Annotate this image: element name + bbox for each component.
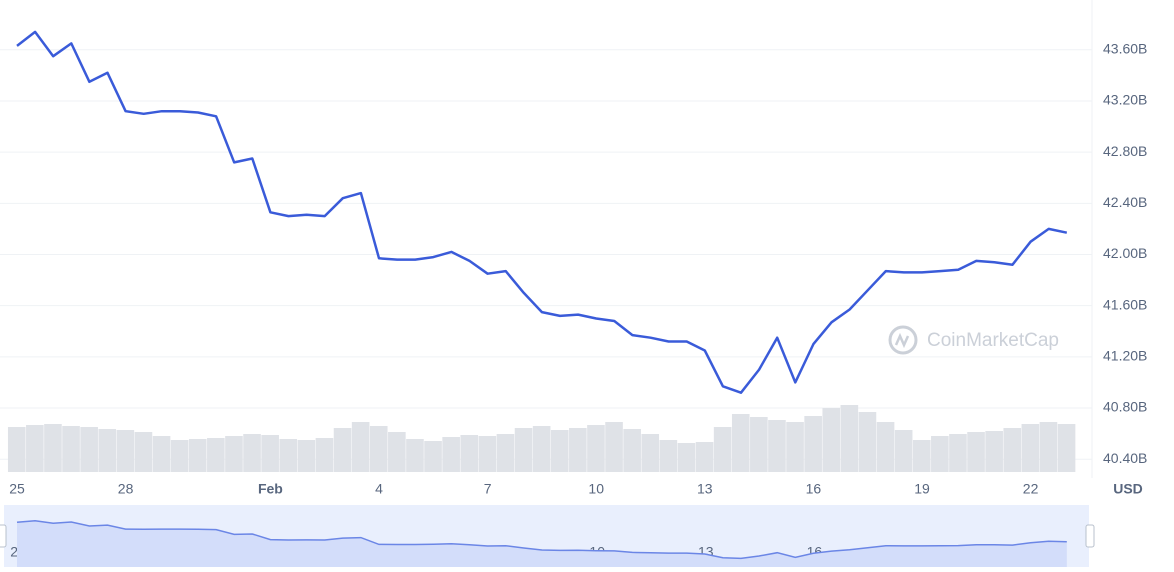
y-tick-label: 42.80B: [1103, 143, 1147, 159]
y-tick-label: 43.20B: [1103, 92, 1147, 108]
volume-bar: [207, 438, 225, 472]
volume-bar: [641, 434, 660, 472]
volume-bar: [786, 422, 804, 472]
volume-bar: [243, 434, 261, 472]
x-tick-label: 10: [588, 481, 604, 497]
volume-bar: [713, 427, 732, 472]
volume-bar: [1021, 424, 1040, 472]
x-tick-label: 4: [375, 481, 383, 497]
volume-bar: [7, 427, 26, 472]
volume-bar: [677, 443, 696, 472]
volume-bar: [261, 435, 279, 472]
y-tick-label: 41.60B: [1103, 296, 1147, 312]
volume-bar: [587, 425, 605, 472]
price-line: [16, 30, 1068, 394]
navigator-handle[interactable]: [1085, 524, 1095, 548]
y-tick-label: 43.60B: [1103, 40, 1147, 56]
x-tick-label: Feb: [258, 481, 283, 497]
volume-bar: [44, 424, 62, 472]
volume-bar: [623, 429, 641, 472]
y-tick-label: 40.80B: [1103, 399, 1147, 415]
volume-bar: [315, 438, 334, 472]
volume-bar: [858, 412, 877, 472]
volume-bar: [876, 422, 895, 472]
volume-bar: [1039, 422, 1058, 472]
y-tick-label: 40.40B: [1103, 450, 1147, 466]
currency-label: USD: [1113, 481, 1143, 497]
volume-bar: [695, 442, 714, 472]
volume-bar: [822, 408, 841, 472]
volume-bar: [1003, 428, 1022, 472]
volume-bar: [351, 422, 370, 472]
volume-bar: [424, 441, 442, 472]
volume-bar: [134, 432, 153, 472]
volume-bar: [659, 440, 678, 472]
volume-bar: [333, 428, 352, 472]
volume-bar: [152, 436, 171, 472]
volume-bar: [750, 417, 768, 472]
volume-bar: [460, 435, 479, 472]
x-tick-label: 16: [806, 481, 822, 497]
y-tick-label: 42.40B: [1103, 194, 1147, 210]
watermark-text: CoinMarketCap: [927, 330, 1059, 351]
volume-bar: [388, 432, 406, 472]
x-tick-label: 7: [484, 481, 492, 497]
volume-bar: [949, 434, 967, 472]
volume-bar: [768, 420, 786, 472]
volume-bar: [496, 434, 515, 472]
volume-bar: [569, 428, 587, 472]
volume-bar: [532, 426, 551, 472]
navigator-handle[interactable]: [0, 524, 7, 548]
volume-bar: [967, 432, 985, 472]
volume-bar: [26, 425, 44, 472]
volume-bar: [62, 426, 80, 472]
volume-bar: [550, 430, 569, 472]
volume-bar: [912, 440, 931, 472]
volume-bar: [840, 405, 859, 472]
volume-bar: [1057, 424, 1076, 472]
volume-bar: [369, 426, 388, 472]
volume-bar: [406, 439, 424, 472]
volume-bar: [279, 439, 298, 472]
x-tick-label: 22: [1023, 481, 1039, 497]
y-tick-label: 41.20B: [1103, 348, 1147, 364]
volume-bar: [80, 427, 98, 472]
x-tick-label: 28: [118, 481, 134, 497]
x-tick-label: 13: [697, 481, 713, 497]
volume-bar: [225, 436, 243, 472]
volume-bar: [931, 436, 949, 472]
volume-bar: [804, 416, 822, 472]
volume-bar: [894, 430, 913, 472]
watermark: CoinMarketCap: [888, 325, 1059, 355]
volume-bar: [985, 431, 1003, 472]
x-tick-label: 25: [9, 481, 25, 497]
volume-bar: [170, 440, 189, 472]
volume-bar: [442, 437, 460, 472]
volume-bar: [98, 429, 117, 472]
volume-bar: [514, 428, 533, 472]
volume-bar: [731, 414, 750, 472]
volume-bar: [605, 422, 623, 472]
x-tick-label: 19: [914, 481, 930, 497]
volume-bar: [188, 439, 207, 472]
volume-bar: [116, 430, 135, 472]
volume-bar: [478, 436, 497, 472]
y-tick-label: 42.00B: [1103, 245, 1147, 261]
volume-bar: [297, 440, 316, 472]
navigator-line: [16, 520, 1067, 560]
